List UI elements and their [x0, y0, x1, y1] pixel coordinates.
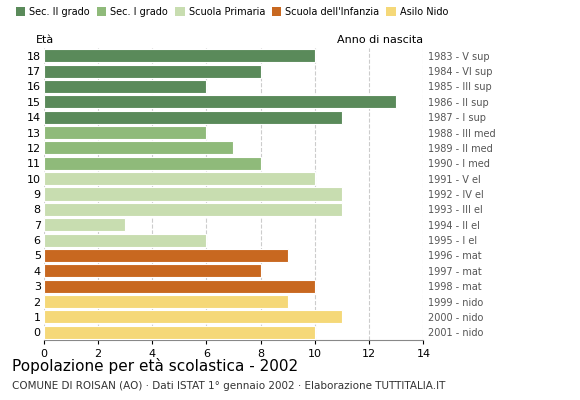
- Bar: [44, 188, 342, 200]
- Bar: [44, 264, 260, 277]
- Bar: [44, 326, 315, 339]
- Bar: [44, 126, 206, 139]
- Bar: [44, 80, 206, 93]
- Bar: [44, 49, 315, 62]
- Bar: [44, 203, 342, 216]
- Text: Anno di nascita: Anno di nascita: [338, 35, 423, 45]
- Bar: [44, 310, 342, 324]
- Bar: [44, 295, 288, 308]
- Bar: [44, 111, 342, 124]
- Bar: [44, 157, 260, 170]
- Bar: [44, 218, 125, 231]
- Bar: [44, 172, 315, 185]
- Bar: [44, 64, 260, 78]
- Bar: [44, 141, 233, 154]
- Text: COMUNE DI ROISAN (AO) · Dati ISTAT 1° gennaio 2002 · Elaborazione TUTTITALIA.IT: COMUNE DI ROISAN (AO) · Dati ISTAT 1° ge…: [12, 381, 445, 391]
- Text: Popolazione per età scolastica - 2002: Popolazione per età scolastica - 2002: [12, 358, 298, 374]
- Bar: [44, 249, 288, 262]
- Bar: [44, 234, 206, 247]
- Text: Età: Età: [36, 35, 54, 45]
- Bar: [44, 280, 315, 293]
- Legend: Sec. II grado, Sec. I grado, Scuola Primaria, Scuola dell'Infanzia, Asilo Nido: Sec. II grado, Sec. I grado, Scuola Prim…: [16, 7, 448, 17]
- Bar: [44, 95, 396, 108]
